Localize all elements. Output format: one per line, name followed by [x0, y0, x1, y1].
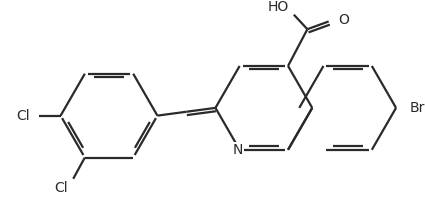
Text: N: N [232, 143, 243, 157]
Text: Cl: Cl [54, 181, 68, 196]
Text: Cl: Cl [16, 109, 30, 123]
Text: Br: Br [410, 101, 425, 115]
Text: O: O [338, 13, 349, 28]
Text: HO: HO [268, 0, 289, 14]
